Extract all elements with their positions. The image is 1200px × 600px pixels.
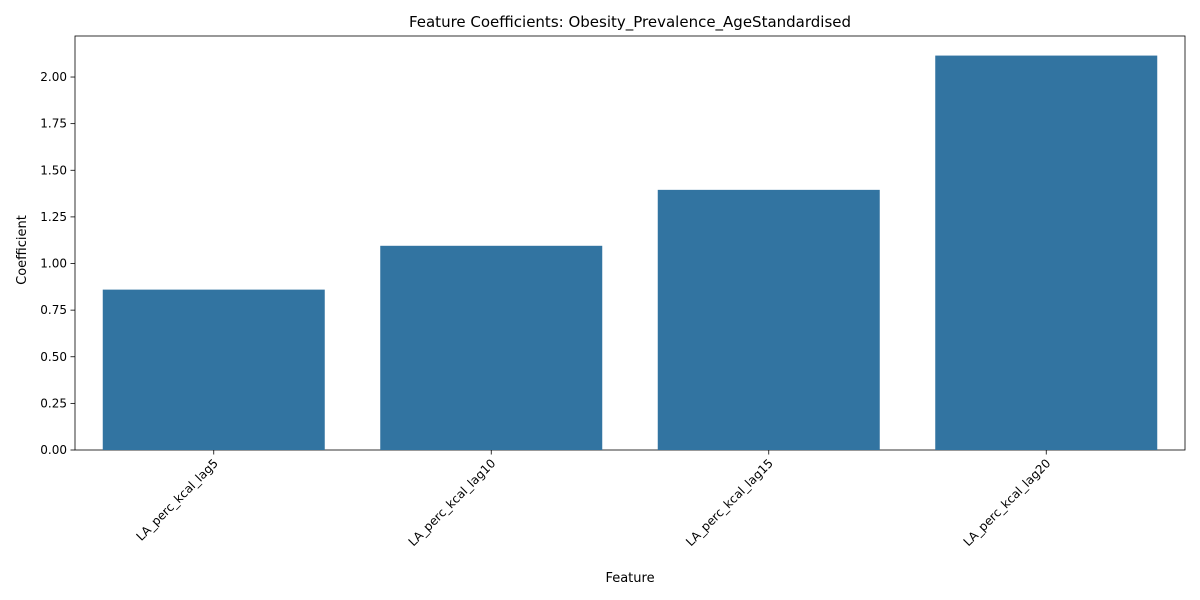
- x-tick-label: LA_perc_kcal_lag5: [133, 456, 220, 543]
- y-tick-label: 0.50: [40, 350, 67, 364]
- x-axis-label: Feature: [605, 571, 654, 586]
- y-tick-label: 1.25: [40, 210, 67, 224]
- plot-frame: [74, 35, 1186, 451]
- bar-LA_perc_kcal_lag5: [102, 289, 325, 450]
- plot-area: [74, 35, 1186, 451]
- y-tick-label: 0.00: [40, 443, 67, 457]
- y-tick-label: 0.25: [40, 396, 67, 410]
- bar-LA_perc_kcal_lag20: [935, 55, 1158, 450]
- bars-group: [102, 55, 1158, 450]
- bar-LA_perc_kcal_lag10: [380, 245, 603, 450]
- y-tick-label: 1.75: [40, 117, 67, 131]
- x-tick-label: LA_perc_kcal_lag20: [961, 456, 1054, 549]
- x-axis: LA_perc_kcal_lag5 LA_perc_kcal_lag10 LA_pe…: [133, 450, 1053, 549]
- x-tick-label: LA_perc_kcal_lag15: [683, 456, 776, 549]
- y-tick-label: 1.50: [40, 163, 67, 177]
- y-tick-label: 2.00: [40, 70, 67, 84]
- y-axis: 0.00 0.25 0.50 0.75 1.00 1.25 1.50 1.75 2.00: [40, 70, 75, 457]
- y-tick-label: 1.00: [40, 257, 67, 271]
- y-axis-label: Coefficient: [15, 215, 30, 285]
- chart-title: Feature Coefficients: Obesity_Prevalence…: [409, 13, 851, 32]
- x-tick-label: LA_perc_kcal_lag10: [406, 456, 499, 549]
- bar-LA_perc_kcal_lag15: [657, 189, 880, 450]
- y-tick-label: 0.75: [40, 303, 67, 317]
